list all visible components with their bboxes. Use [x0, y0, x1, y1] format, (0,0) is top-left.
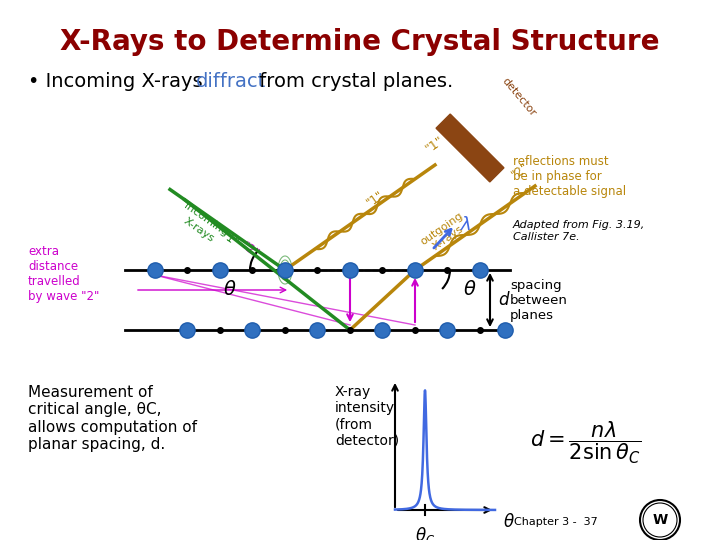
Text: outgoing
X-rays: outgoing X-rays [418, 210, 472, 256]
Text: spacing
between
planes: spacing between planes [510, 279, 568, 321]
Text: Chapter 3 -  37: Chapter 3 - 37 [514, 517, 598, 527]
Text: X-ray
intensity
(from
detector): X-ray intensity (from detector) [335, 385, 399, 448]
Text: $\theta$: $\theta$ [463, 280, 477, 299]
Text: $d = \dfrac{n\lambda}{2\sin\theta_C}$: $d = \dfrac{n\lambda}{2\sin\theta_C}$ [530, 420, 641, 466]
Text: "1": "1" [220, 229, 242, 251]
Text: "2": "2" [509, 160, 531, 181]
Text: d: d [498, 291, 508, 309]
Text: X-Rays to Determine Crystal Structure: X-Rays to Determine Crystal Structure [60, 28, 660, 56]
Text: extra
distance
travelled
by wave "2": extra distance travelled by wave "2" [28, 245, 99, 303]
Text: diffract: diffract [196, 72, 266, 91]
Text: "1": "1" [423, 134, 447, 156]
Text: $\lambda$: $\lambda$ [460, 216, 472, 234]
Text: $\theta_C$: $\theta_C$ [415, 525, 435, 540]
Text: incoming
X-rays: incoming X-rays [175, 201, 230, 248]
Text: from crystal planes.: from crystal planes. [253, 72, 454, 91]
Text: • Incoming X-rays: • Incoming X-rays [28, 72, 209, 91]
Text: Measurement of
critical angle, θC,
allows computation of
planar spacing, d.: Measurement of critical angle, θC, allow… [28, 385, 197, 452]
Bar [436, 114, 504, 182]
Text: reflections must
be in phase for
a detectable signal: reflections must be in phase for a detec… [513, 155, 626, 198]
Text: detector: detector [500, 76, 538, 118]
Text: "2": "2" [239, 239, 261, 260]
Text: "1": "1" [364, 188, 386, 210]
Text: $\theta$: $\theta$ [503, 513, 515, 531]
Text: $\theta$: $\theta$ [223, 280, 237, 299]
Text: W: W [652, 513, 667, 527]
Text: Adapted from Fig. 3.19,
Callister 7e.: Adapted from Fig. 3.19, Callister 7e. [513, 220, 645, 241]
